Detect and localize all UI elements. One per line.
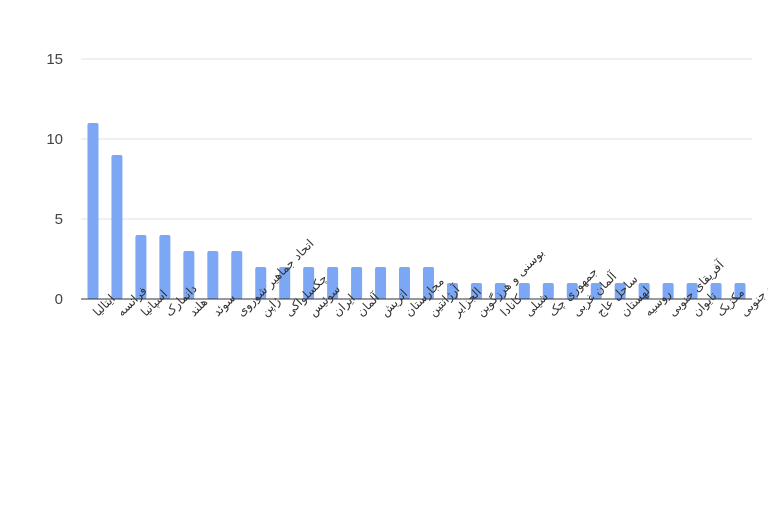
- bar: [87, 123, 99, 299]
- bar: [686, 283, 698, 299]
- bar: [470, 283, 482, 299]
- bars: [87, 123, 746, 299]
- bar: [111, 155, 123, 299]
- bar: [183, 251, 195, 299]
- bar: [231, 251, 243, 299]
- bar: [494, 283, 506, 299]
- bar: [542, 283, 554, 299]
- grid-lines: [81, 58, 752, 220]
- y-tick-label: 0: [55, 291, 63, 308]
- bar: [590, 283, 602, 299]
- bar: [207, 251, 219, 299]
- bar: [399, 267, 411, 299]
- y-tick-label: 10: [46, 131, 63, 148]
- y-axis-ticks: 0 5 10 15: [46, 51, 63, 308]
- bar: [518, 283, 530, 299]
- bar: [327, 267, 339, 299]
- bar: [614, 283, 626, 299]
- bar: [375, 267, 387, 299]
- bar: [422, 267, 434, 299]
- bar: [255, 267, 267, 299]
- bar: [446, 283, 458, 299]
- bar: [279, 267, 291, 299]
- bar: [638, 283, 650, 299]
- bar: [159, 235, 171, 299]
- bar: [566, 283, 578, 299]
- bar: [662, 283, 674, 299]
- bar: [303, 267, 315, 299]
- bar: [710, 283, 722, 299]
- bar: [135, 235, 147, 299]
- y-tick-label: 15: [46, 51, 63, 68]
- y-tick-label: 5: [55, 211, 63, 228]
- bar: [351, 267, 363, 299]
- bar: [734, 283, 746, 299]
